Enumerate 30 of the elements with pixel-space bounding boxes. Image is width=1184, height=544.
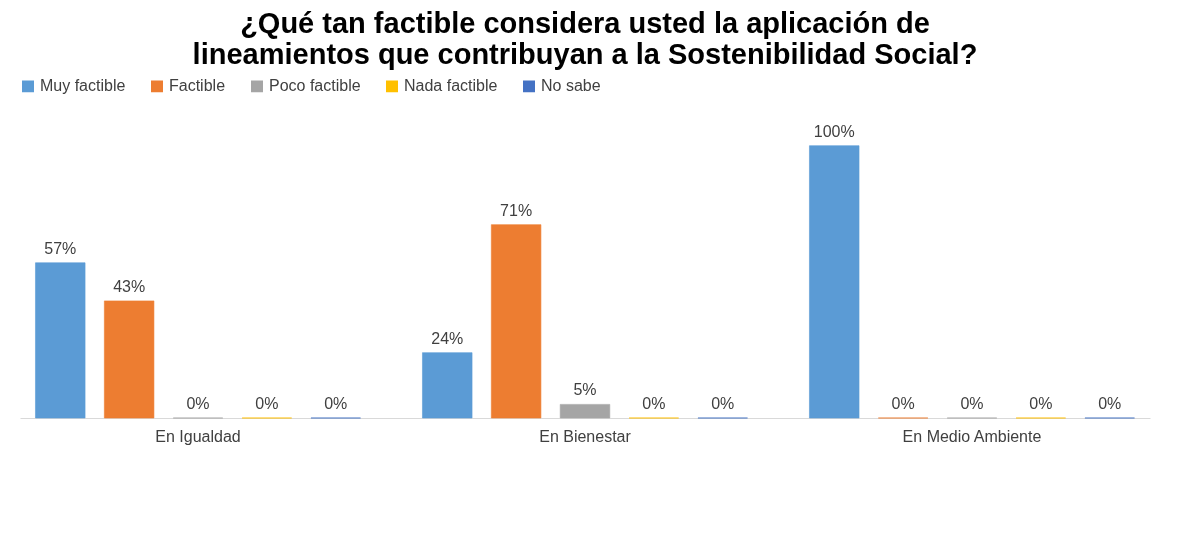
legend-label: Factible <box>169 77 226 95</box>
data-label: 24% <box>431 329 464 347</box>
bar <box>491 224 542 419</box>
data-label: 0% <box>891 395 915 412</box>
data-label: 100% <box>813 122 855 140</box>
bar <box>35 262 86 419</box>
data-label: 0% <box>642 395 666 412</box>
data-label: 5% <box>573 381 597 399</box>
data-label: 0% <box>324 395 348 412</box>
bar <box>422 352 473 419</box>
chart-title: ¿Qué tan factible considera usted la aplicación de lineamientos que contribuyan a la Sostenibilidad Social? <box>192 7 978 70</box>
data-label: 0% <box>960 395 984 412</box>
x-tick-label: En Bienestar <box>539 427 632 445</box>
data-label: 0% <box>711 395 735 412</box>
bar <box>559 404 611 419</box>
data-label: 0% <box>1029 395 1053 412</box>
data-label: 0% <box>1098 395 1122 412</box>
legend-label: Poco factible <box>269 77 361 95</box>
legend-label: No sabe <box>541 77 601 95</box>
bar <box>809 145 860 419</box>
data-label: 0% <box>186 395 210 412</box>
bar <box>104 300 155 419</box>
legend-label: Nada factible <box>404 77 498 95</box>
legend-label: Muy factible <box>40 77 126 95</box>
data-label: 0% <box>255 395 279 412</box>
data-label: 57% <box>44 239 77 257</box>
x-tick-label: En Igualdad <box>155 427 241 445</box>
x-tick-label: En Medio Ambiente <box>902 427 1042 445</box>
data-label: 43% <box>113 277 146 295</box>
data-label: 71% <box>500 201 533 219</box>
